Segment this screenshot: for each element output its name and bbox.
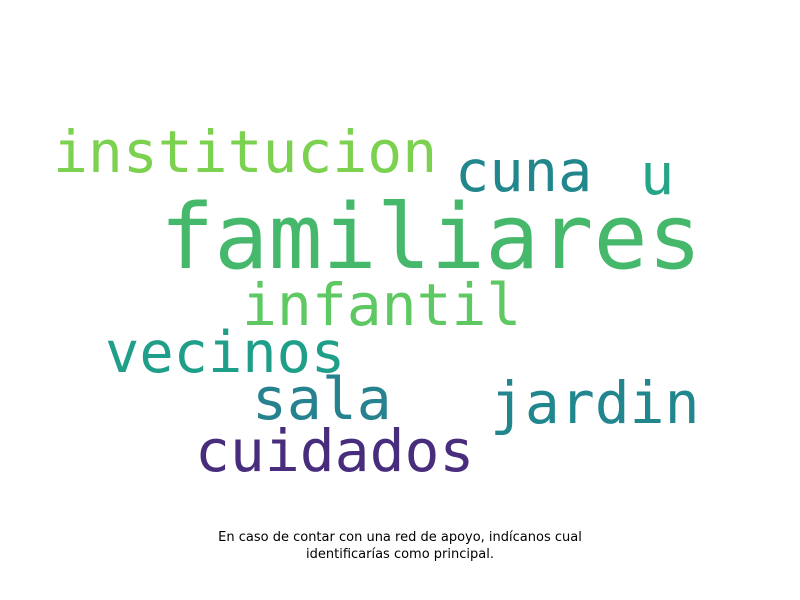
word-familiares: familiares: [160, 185, 702, 290]
word-vecinos: vecinos: [105, 320, 346, 386]
word-cuidados: cuidados: [195, 417, 475, 485]
word-cuna: cuna: [455, 139, 593, 205]
word-jardin: jardin: [490, 369, 700, 437]
word-institucion: institucion: [53, 118, 438, 186]
word-sala: sala: [252, 365, 392, 433]
caption-line-1: En caso de contar con una red de apoyo, …: [218, 530, 582, 545]
word-infantil: infantil: [242, 271, 522, 339]
figure-caption: En caso de contar con una red de apoyo, …: [0, 529, 800, 563]
word-u: u: [640, 142, 675, 208]
caption-line-2: identificarías como principal.: [306, 547, 494, 562]
